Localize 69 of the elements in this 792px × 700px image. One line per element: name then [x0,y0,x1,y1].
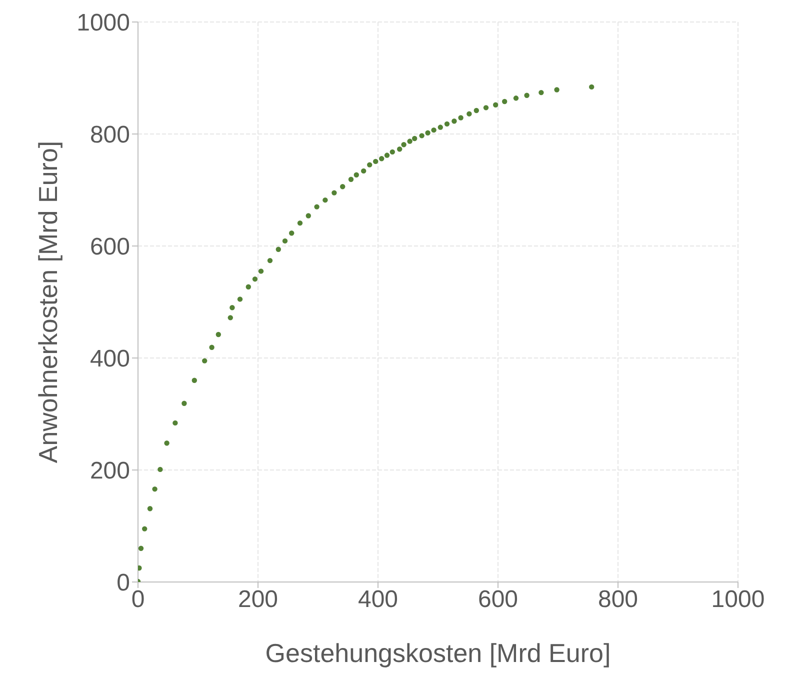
point [444,121,450,127]
point [237,296,243,302]
point [202,358,208,364]
point [397,146,402,152]
point [589,84,594,90]
y-tick-label: 400 [90,346,130,373]
point [230,305,235,310]
point [474,108,479,114]
x-tick-label: 1000 [711,586,765,614]
point [209,344,214,350]
point [458,115,464,120]
point [192,378,197,383]
y-tick-label: 600 [90,234,130,261]
point [182,400,187,406]
x-tick-label: 800 [598,586,638,614]
point [258,268,264,274]
point [228,315,233,320]
point [354,172,359,178]
point [332,190,337,196]
point [379,156,384,162]
point [138,546,144,551]
point [438,124,443,130]
point [407,138,412,144]
point [373,158,378,164]
y-tick-label: 200 [90,458,130,485]
point [412,136,418,142]
point [276,246,281,252]
point [289,230,294,236]
y-tick-label: 1000 [76,10,130,37]
x-tick-label: 400 [358,586,398,614]
point [147,506,153,512]
point [431,127,436,133]
point [502,98,508,104]
point [513,96,519,101]
point [340,184,346,190]
point [483,105,489,110]
point [297,220,303,226]
point [524,92,530,98]
point [164,440,170,446]
point [142,526,148,532]
y-axis-title: Anwohnerkosten [Mrd Euro] [33,140,64,464]
point [554,87,560,92]
point [466,111,472,116]
point [282,238,288,244]
point [390,149,395,155]
point [348,176,354,182]
point [267,258,273,264]
point [419,133,424,138]
point [493,102,498,108]
point [306,213,311,218]
point [367,162,372,168]
point [322,197,328,203]
y-tick-label: 800 [90,122,130,149]
point [401,142,406,148]
point [246,284,251,290]
point [384,152,390,158]
point [252,276,258,282]
point [361,168,366,174]
point [452,118,457,124]
x-tick-label: 200 [238,586,278,614]
point [152,486,158,492]
x-axis-title: Gestehungskosten [Mrd Euro] [265,638,611,668]
x-tick-label: 600 [478,586,518,614]
point [172,420,178,426]
point [425,130,430,136]
point [538,90,544,96]
point [314,204,320,210]
point [216,332,221,338]
point [158,466,163,472]
